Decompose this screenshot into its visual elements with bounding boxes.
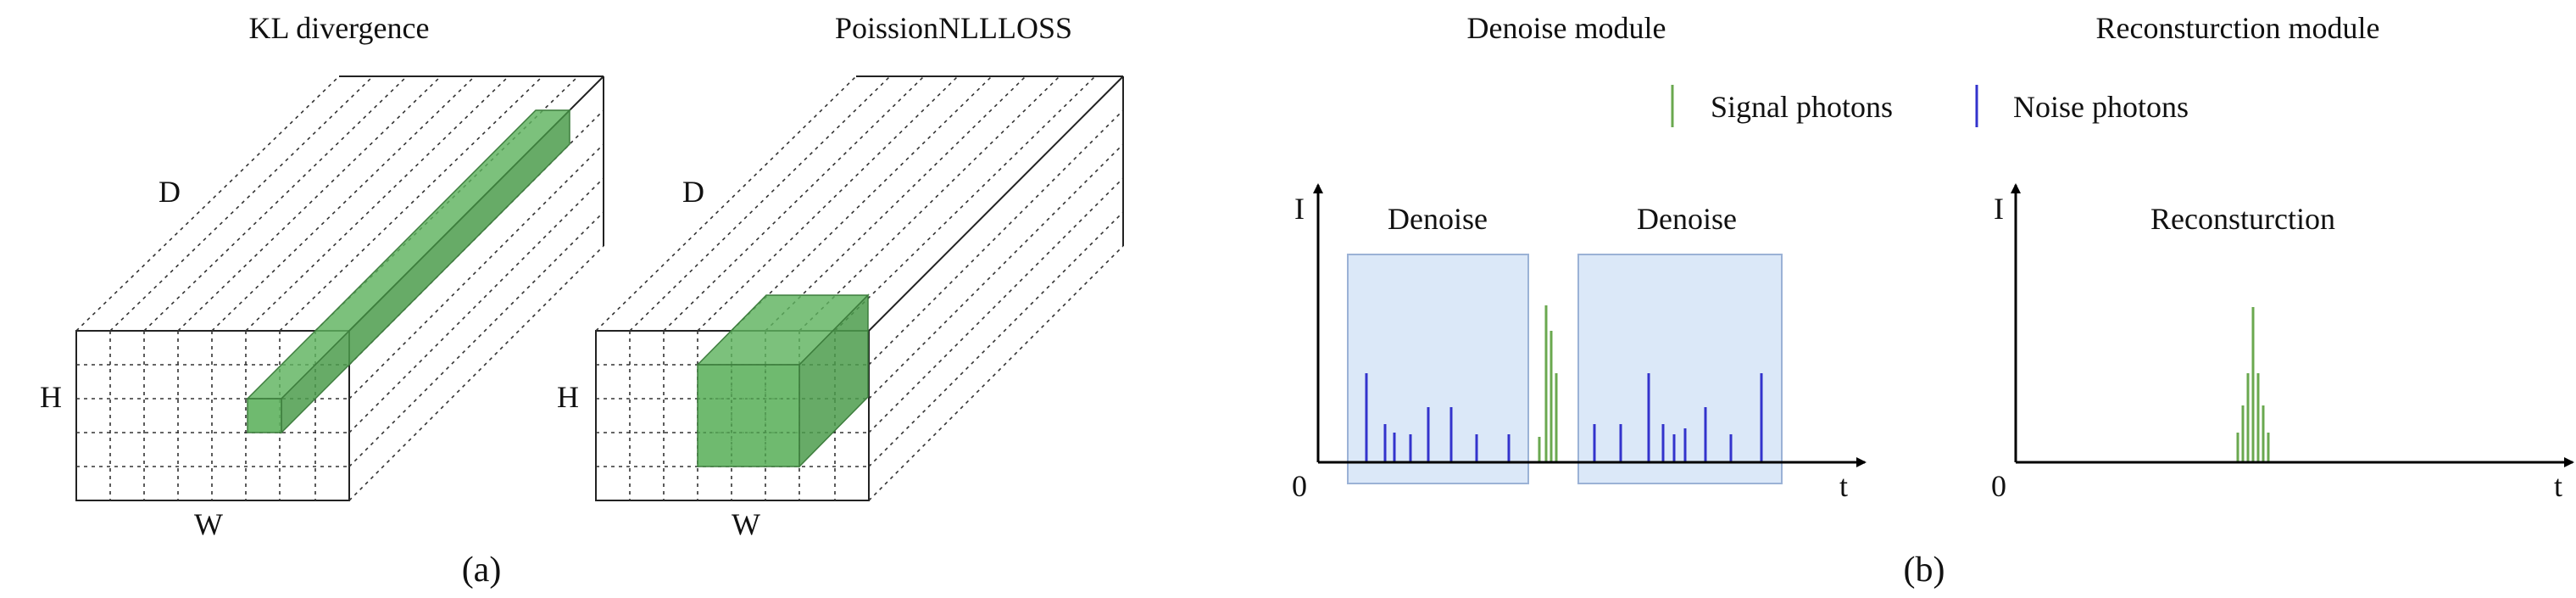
kl-label-w: W [194,507,223,541]
denoise-window-1-label: Denoise [1388,202,1488,236]
denoise-window-1 [1347,254,1529,484]
reconstruction-box-label: Reconsturction [2150,202,2335,236]
poisson-highlight-cube [696,293,870,468]
poisson-volume: PoissionNLLLOSS [557,11,1124,541]
denoise-module-title: Denoise module [1467,11,1666,45]
reconstruction-y-label: I [1994,192,2004,226]
legend: Signal photons Noise photons [1671,85,2189,127]
reconstruction-module-title: Reconsturction module [2096,11,2380,45]
reconstruction-signal-spikes [2236,307,2270,462]
reconstruction-origin-label: 0 [1991,469,2006,503]
caption-b: (b) [1904,550,1945,590]
panel-a: KL divergence [40,11,1124,590]
denoise-window-2-label: Denoise [1637,202,1737,236]
panel-b: Denoise module Reconsturction module Sig… [1292,11,2574,590]
denoise-origin-label: 0 [1292,469,1307,503]
denoise-noise-spikes [1365,373,1763,462]
kl-title: KL divergence [249,11,430,45]
kl-highlight-bar [246,109,571,434]
poisson-label-h: H [557,380,579,414]
poisson-depth-diagonals [595,75,1124,501]
poisson-label-w: W [732,507,760,541]
poisson-back-edges [856,75,1124,332]
denoise-window-2 [1577,254,1783,484]
denoise-x-label: t [1839,469,1848,503]
poisson-label-d: D [682,175,704,209]
reconstruction-x-label: t [2554,469,2562,503]
denoise-y-label: I [1294,192,1305,226]
legend-noise-label: Noise photons [2013,90,2189,124]
kl-label-d: D [159,175,181,209]
kl-volume: KL divergence [40,11,604,541]
poisson-title: PoissionNLLLOSS [835,11,1072,45]
denoise-signal-spikes [1538,305,1558,462]
kl-label-h: H [40,380,62,414]
caption-a: (a) [462,550,502,590]
denoise-plot: Denoise Denoise [1292,183,1867,503]
reconstruction-plot: Reconsturction I 0 t [1991,183,2574,503]
legend-signal-label: Signal photons [1711,90,1893,124]
